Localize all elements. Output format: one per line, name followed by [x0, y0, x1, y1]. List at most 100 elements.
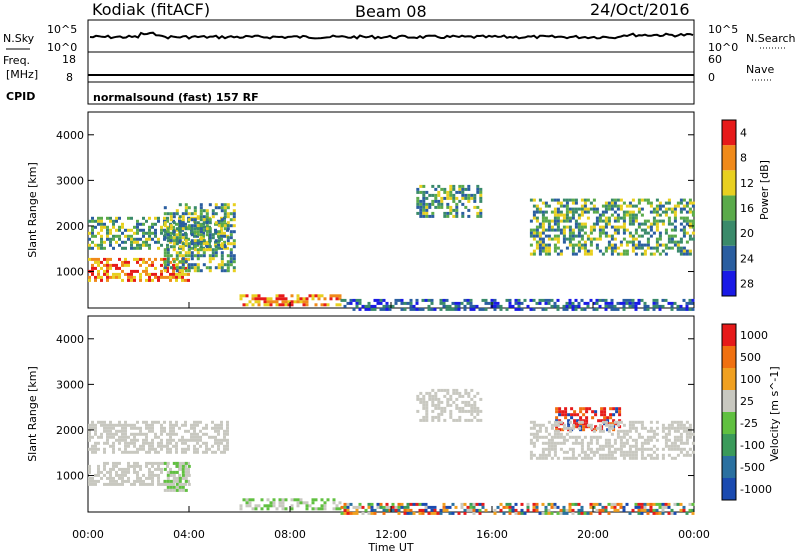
range-cell [670, 237, 674, 241]
range-cell [613, 505, 617, 509]
range-cell [598, 213, 602, 217]
range-cell [160, 444, 163, 448]
range-cell [473, 196, 477, 200]
range-cell [178, 236, 182, 240]
range-cell [305, 297, 309, 301]
range-cell [169, 435, 172, 439]
colorbar-tick-label: 16 [740, 202, 754, 215]
range-cell [148, 272, 151, 276]
range-cell [476, 418, 480, 422]
range-cell [97, 473, 100, 477]
range-cell [567, 425, 571, 429]
range-cell [136, 473, 139, 477]
range-cell [335, 504, 339, 508]
range-cell [232, 239, 236, 243]
range-cell [109, 467, 112, 471]
range-cell [109, 470, 112, 474]
range-cell [478, 511, 482, 515]
freq-unit: [MHz] [6, 68, 38, 81]
range-cell [473, 403, 477, 407]
range-cell [166, 263, 170, 267]
range-cell [514, 298, 518, 302]
range-cell [91, 435, 94, 439]
range-cell [664, 213, 668, 217]
range-cell [145, 260, 148, 264]
nsky-label: N.Sky [3, 32, 35, 45]
range-cell [610, 444, 614, 448]
range-cell [649, 453, 653, 457]
range-cell [679, 441, 683, 445]
range-cell [691, 204, 695, 208]
range-cell [118, 476, 121, 480]
range-cell [679, 198, 683, 202]
range-cell [416, 394, 420, 398]
range-cell [323, 504, 327, 508]
range-cell [196, 438, 199, 442]
range-cell [634, 505, 638, 509]
range-cell [565, 246, 569, 250]
range-cell [124, 263, 127, 267]
range-cell [595, 307, 599, 311]
range-cell [127, 260, 130, 264]
range-cell [199, 435, 202, 439]
range-cell [553, 246, 557, 250]
range-cell [568, 240, 572, 244]
range-cell [281, 507, 285, 511]
range-cell [278, 498, 282, 502]
range-cell [461, 193, 465, 197]
range-cell [685, 511, 689, 515]
range-cell [661, 222, 665, 226]
range-cell [166, 470, 170, 474]
range-cell [610, 450, 614, 454]
range-cell [631, 198, 635, 202]
range-cell [472, 502, 476, 506]
range-cell [610, 423, 614, 427]
range-cell [634, 252, 638, 256]
range-cell [178, 260, 182, 264]
range-cell [640, 198, 644, 202]
range-cell [187, 429, 190, 433]
range-cell [547, 234, 551, 238]
range-cell [103, 467, 106, 471]
range-cell [688, 225, 692, 229]
range-cell [202, 441, 205, 445]
range-cell [679, 435, 683, 439]
range-cell [118, 461, 121, 465]
range-cell [223, 432, 226, 436]
range-cell [133, 269, 136, 273]
range-cell [673, 210, 677, 214]
range-cell [601, 298, 605, 302]
range-cell [223, 269, 227, 273]
range-cell [464, 196, 468, 200]
range-cell [329, 297, 333, 301]
range-cell [217, 236, 221, 240]
range-cell [553, 441, 557, 445]
range-cell [673, 228, 677, 232]
range-cell [688, 222, 692, 226]
range-cell [532, 228, 536, 232]
range-cell [151, 479, 154, 483]
colorbar-segment [722, 390, 736, 412]
range-cell [628, 216, 632, 220]
range-cell [571, 216, 575, 220]
range-cell [437, 202, 441, 206]
range-cell [205, 432, 208, 436]
range-cell [202, 218, 206, 222]
range-cell [634, 447, 638, 451]
range-cell [547, 204, 551, 208]
range-cell [211, 444, 214, 448]
range-cell [544, 426, 548, 430]
range-cell [568, 456, 572, 460]
range-cell [220, 269, 224, 273]
range-cell [172, 461, 176, 465]
range-cell [272, 504, 276, 508]
freq-tick-bottom: 8 [66, 71, 73, 84]
range-cell [565, 456, 569, 460]
range-cell [317, 297, 321, 301]
range-cell [479, 409, 483, 413]
range-cell [112, 476, 115, 480]
range-cell [454, 505, 458, 509]
range-cell [422, 190, 426, 194]
range-cell [163, 254, 167, 258]
range-cell [97, 470, 100, 474]
